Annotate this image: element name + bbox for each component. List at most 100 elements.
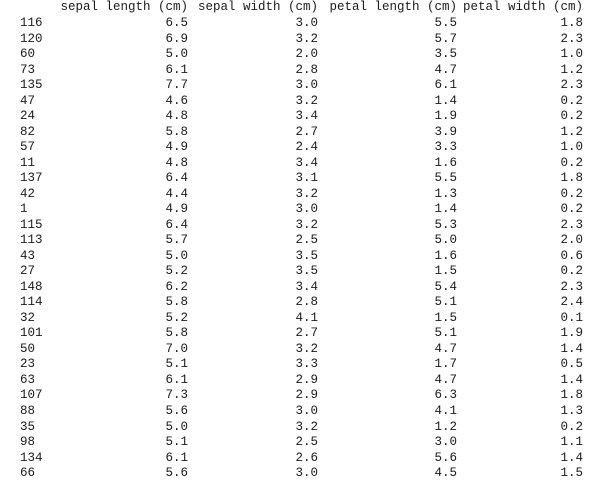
cell-value: 0.2 bbox=[560, 419, 583, 434]
row-index: 23 bbox=[20, 357, 36, 372]
cell-value: 5.1 bbox=[434, 295, 457, 310]
cell-value: 2.9 bbox=[295, 388, 318, 403]
cell-value: 1.4 bbox=[560, 450, 583, 465]
cell-value: 2.3 bbox=[560, 31, 583, 46]
cell-value: 1.9 bbox=[560, 326, 583, 341]
cell-value: 4.8 bbox=[165, 155, 188, 170]
cell-value: 3.4 bbox=[295, 155, 318, 170]
cell-value: 2.5 bbox=[295, 233, 318, 248]
cell-value: 6.1 bbox=[165, 62, 188, 77]
cell-value: 4.7 bbox=[434, 341, 457, 356]
cell-value: 3.2 bbox=[295, 31, 318, 46]
cell-value: 0.2 bbox=[560, 202, 583, 217]
cell-value: 5.8 bbox=[165, 326, 188, 341]
cell-value: 3.9 bbox=[434, 124, 457, 139]
cell-value: 7.0 bbox=[165, 341, 188, 356]
cell-value: 3.0 bbox=[295, 78, 318, 93]
column-header: petal width (cm) bbox=[462, 0, 583, 14]
cell-value: 4.1 bbox=[295, 310, 318, 325]
row-index: 148 bbox=[20, 279, 43, 294]
cell-value: 2.0 bbox=[295, 47, 318, 62]
cell-value: 1.0 bbox=[560, 140, 583, 155]
row-index: 60 bbox=[20, 47, 36, 62]
cell-value: 2.8 bbox=[295, 62, 318, 77]
cell-value: 4.1 bbox=[434, 404, 457, 418]
cell-value: 1.5 bbox=[434, 310, 457, 325]
cell-value: 4.9 bbox=[165, 140, 188, 155]
row-index: 120 bbox=[20, 31, 43, 46]
row-index: 115 bbox=[20, 217, 43, 232]
row-index: 98 bbox=[20, 435, 36, 450]
cell-value: 5.5 bbox=[434, 171, 457, 186]
cell-value: 2.5 bbox=[295, 435, 318, 450]
row-index: 63 bbox=[20, 372, 36, 387]
cell-value: 6.5 bbox=[165, 16, 188, 30]
cell-value: 1.2 bbox=[560, 124, 583, 139]
cell-value: 5.8 bbox=[165, 295, 188, 310]
cell-value: 3.0 bbox=[295, 16, 318, 30]
cell-value: 1.4 bbox=[560, 341, 583, 356]
cell-value: 5.2 bbox=[165, 264, 188, 279]
cell-value: 1.5 bbox=[434, 264, 457, 279]
cell-value: 4.5 bbox=[434, 466, 457, 481]
cell-value: 0.2 bbox=[560, 109, 583, 124]
cell-value: 4.7 bbox=[434, 62, 457, 77]
cell-value: 3.0 bbox=[295, 466, 318, 481]
cell-value: 3.0 bbox=[434, 435, 457, 450]
cell-value: 6.4 bbox=[165, 217, 188, 232]
cell-value: 1.1 bbox=[560, 435, 583, 450]
cell-value: 2.6 bbox=[295, 450, 318, 465]
cell-value: 7.7 bbox=[165, 78, 188, 93]
cell-value: 2.3 bbox=[560, 78, 583, 93]
cell-value: 5.6 bbox=[165, 404, 188, 418]
cell-value: 1.4 bbox=[560, 372, 583, 387]
cell-value: 6.3 bbox=[434, 388, 457, 403]
cell-value: 1.2 bbox=[434, 419, 457, 434]
cell-value: 2.4 bbox=[295, 140, 318, 155]
cell-value: 1.8 bbox=[560, 16, 583, 30]
cell-value: 5.2 bbox=[165, 310, 188, 325]
cell-value: 3.3 bbox=[295, 357, 318, 372]
row-index: 137 bbox=[20, 171, 43, 186]
cell-value: 1.7 bbox=[434, 357, 457, 372]
cell-value: 1.2 bbox=[560, 62, 583, 77]
row-index: 116 bbox=[20, 16, 43, 30]
row-index: 35 bbox=[20, 419, 36, 434]
cell-value: 0.1 bbox=[560, 310, 583, 325]
cell-value: 3.2 bbox=[295, 341, 318, 356]
cell-value: 5.1 bbox=[165, 357, 188, 372]
row-index: 114 bbox=[20, 295, 43, 310]
cell-value: 1.4 bbox=[434, 93, 457, 108]
row-index: 27 bbox=[20, 264, 36, 279]
cell-value: 0.5 bbox=[560, 357, 583, 372]
cell-value: 4.9 bbox=[165, 202, 188, 217]
cell-value: 6.1 bbox=[165, 372, 188, 387]
cell-value: 5.8 bbox=[165, 124, 188, 139]
row-index: 11 bbox=[20, 155, 36, 170]
cell-value: 5.0 bbox=[165, 47, 188, 62]
cell-value: 5.4 bbox=[434, 279, 457, 294]
cell-value: 6.4 bbox=[165, 171, 188, 186]
row-index: 107 bbox=[20, 388, 43, 403]
cell-value: 5.7 bbox=[165, 233, 188, 248]
cell-value: 3.2 bbox=[295, 186, 318, 201]
row-index: 1 bbox=[20, 202, 28, 217]
cell-value: 3.2 bbox=[295, 419, 318, 434]
cell-value: 2.0 bbox=[560, 233, 583, 248]
cell-value: 2.4 bbox=[560, 295, 583, 310]
row-index: 32 bbox=[20, 310, 36, 325]
cell-value: 7.3 bbox=[165, 388, 188, 403]
column-header: sepal width (cm) bbox=[197, 0, 318, 14]
cell-value: 0.6 bbox=[560, 248, 583, 263]
row-index: 24 bbox=[20, 109, 36, 124]
cell-value: 5.7 bbox=[434, 31, 457, 46]
cell-value: 3.0 bbox=[295, 202, 318, 217]
cell-value: 0.2 bbox=[560, 264, 583, 279]
row-index: 88 bbox=[20, 404, 36, 418]
cell-value: 2.8 bbox=[295, 295, 318, 310]
row-index: 113 bbox=[20, 233, 43, 248]
cell-value: 3.5 bbox=[434, 47, 457, 62]
cell-value: 0.2 bbox=[560, 155, 583, 170]
row-index: 42 bbox=[20, 186, 36, 201]
cell-value: 4.8 bbox=[165, 109, 188, 124]
